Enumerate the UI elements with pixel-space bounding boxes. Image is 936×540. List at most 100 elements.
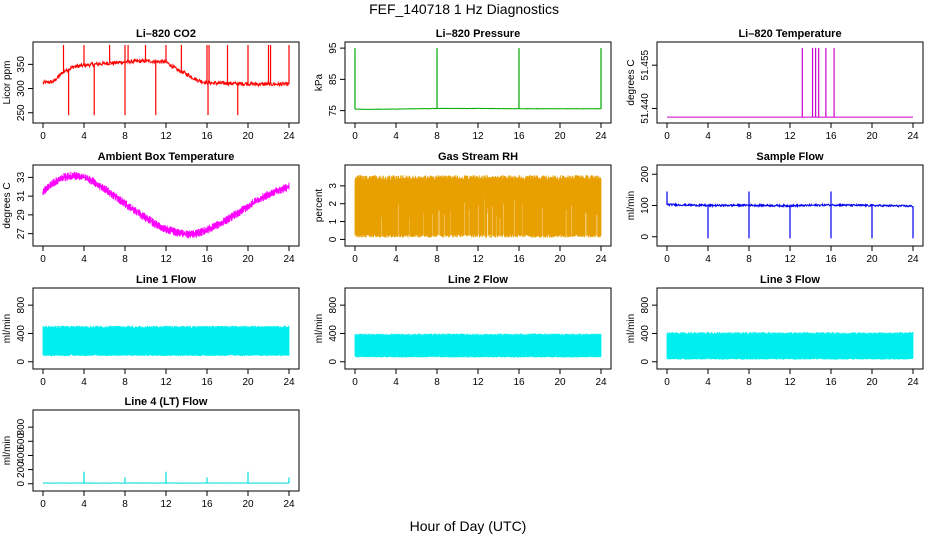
series-group	[42, 45, 290, 116]
y-tick-label: 200	[16, 461, 27, 478]
y-axis-label: ml/min	[626, 314, 637, 343]
x-tick-label: 12	[784, 377, 796, 388]
x-tick-label: 20	[554, 254, 566, 265]
x-tick-label: 12	[160, 254, 172, 265]
y-tick-label: 800	[16, 296, 27, 313]
y-tick-label: 51.455	[640, 49, 651, 80]
x-tick-label: 0	[40, 131, 46, 142]
y-tick-label: 31	[16, 190, 27, 202]
series-band	[42, 325, 290, 357]
y-tick-label: 800	[328, 296, 339, 313]
x-tick-label: 20	[242, 131, 254, 142]
x-tick-label: 16	[825, 131, 837, 142]
panel-8: Line 2 Flow ml/min 0 4 8 12 16 20 24 0 400 800	[314, 274, 612, 388]
series-group	[667, 47, 913, 118]
x-tick-label: 12	[160, 131, 172, 142]
y-axis-label: ml/min	[626, 191, 637, 220]
x-tick-label: 16	[825, 377, 837, 388]
x-tick-label: 0	[664, 254, 670, 265]
x-tick-label: 16	[201, 131, 213, 142]
x-tick-label: 24	[283, 131, 295, 142]
plot-frame	[656, 41, 924, 124]
panel-2: Li–820 Pressure kPa 0 4 8 12 16 20 24 75 85 95	[314, 28, 612, 142]
x-tick-label: 8	[434, 377, 440, 388]
x-tick-label: 24	[283, 377, 295, 388]
x-tick-label: 4	[705, 254, 711, 265]
x-tick-label: 16	[513, 377, 525, 388]
x-tick-label: 8	[122, 377, 128, 388]
x-tick-label: 24	[907, 377, 919, 388]
x-tick-label: 12	[472, 377, 484, 388]
y-axis-label: kPa	[314, 73, 325, 91]
series-band	[354, 333, 602, 358]
x-tick-label: 4	[705, 377, 711, 388]
y-tick-label: 800	[16, 418, 27, 435]
panel-title: Line 3 Flow	[760, 274, 820, 286]
panel-4: Ambient Box Temperature degrees C 0 4 8 12 16 2…	[2, 151, 300, 265]
y-tick-label: 100	[640, 197, 651, 214]
y-tick-label: 0	[16, 359, 27, 365]
series-band	[666, 332, 914, 360]
x-tick-label: 24	[283, 254, 295, 265]
panel-title: Sample Flow	[756, 151, 824, 163]
panel-6: Sample Flow ml/min 0 4 8 12 16 20 24 0 100 200	[626, 151, 924, 265]
x-tick-label: 8	[746, 377, 752, 388]
panel-title: Line 1 Flow	[136, 274, 196, 286]
x-tick-label: 0	[352, 131, 358, 142]
x-tick-label: 0	[40, 377, 46, 388]
y-tick-label: 400	[16, 325, 27, 342]
x-tick-label: 12	[472, 131, 484, 142]
y-tick-label: 600	[16, 433, 27, 450]
x-tick-label: 4	[81, 499, 87, 510]
x-tick-label: 4	[393, 254, 399, 265]
plot-frame	[344, 41, 612, 124]
panel-10: Line 4 (LT) Flow ml/min 0 4 8 12 16 20 24 0 200400…	[2, 396, 300, 510]
series-group	[354, 175, 602, 238]
x-tick-label: 4	[393, 131, 399, 142]
panel-title: Gas Stream RH	[438, 151, 518, 163]
x-tick-label: 24	[283, 499, 295, 510]
x-tick-label: 8	[746, 254, 752, 265]
y-tick-label: 300	[16, 80, 27, 97]
x-tick-label: 20	[866, 131, 878, 142]
x-tick-label: 0	[664, 377, 670, 388]
x-tick-label: 4	[393, 377, 399, 388]
series-line	[42, 171, 290, 239]
series-group	[354, 48, 602, 111]
x-tick-label: 8	[122, 131, 128, 142]
panel-title: Line 2 Flow	[448, 274, 508, 286]
x-tick-label: 24	[907, 131, 919, 142]
x-tick-label: 20	[866, 254, 878, 265]
x-tick-label: 24	[595, 377, 607, 388]
panel-title: Li–820 Pressure	[436, 28, 520, 40]
x-tick-label: 24	[595, 131, 607, 142]
y-tick-label: 0	[16, 481, 27, 487]
y-tick-label: 27	[16, 228, 27, 240]
x-tick-label: 8	[746, 131, 752, 142]
series-group	[42, 325, 290, 357]
y-tick-label: 0	[328, 359, 339, 365]
x-tick-label: 8	[434, 131, 440, 142]
y-tick-label: 3	[328, 183, 339, 189]
x-tick-label: 0	[352, 254, 358, 265]
x-tick-label: 8	[434, 254, 440, 265]
y-axis-label: degrees C	[2, 182, 13, 228]
x-tick-label: 16	[201, 377, 213, 388]
panel-title: Ambient Box Temperature	[98, 151, 235, 163]
series-group	[42, 471, 290, 484]
x-tick-label: 24	[595, 254, 607, 265]
series-line	[42, 57, 290, 88]
figure-x-axis-label: Hour of Day (UTC)	[410, 518, 527, 534]
x-tick-label: 16	[513, 131, 525, 142]
x-tick-label: 0	[664, 131, 670, 142]
x-tick-label: 12	[472, 254, 484, 265]
x-tick-label: 4	[81, 377, 87, 388]
panel-1: Li–820 CO2 Licor ppm 0 4 8 12 16 20 24 250 300 350	[2, 28, 300, 142]
y-tick-label: 200	[640, 165, 651, 182]
series-band	[354, 175, 602, 238]
y-tick-label: 0	[640, 234, 651, 240]
panel-9: Line 3 Flow ml/min 0 4 8 12 16 20 24 0 400 800	[626, 274, 924, 388]
y-tick-label: 85	[328, 73, 339, 85]
x-tick-label: 12	[784, 131, 796, 142]
y-tick-label: 0	[640, 359, 651, 365]
